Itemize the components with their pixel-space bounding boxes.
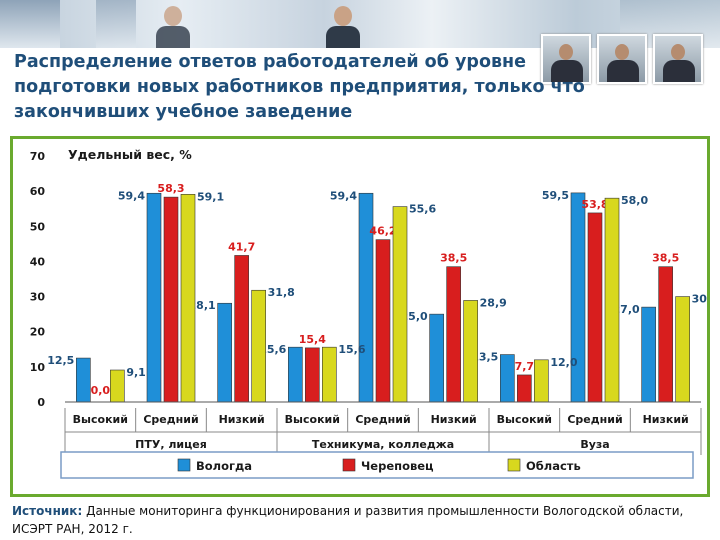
legend-label: Вологда [196, 459, 252, 473]
group-label: ПТУ, лицея [135, 438, 207, 451]
bar-2 [447, 267, 461, 402]
bar-1 [218, 303, 232, 402]
legend-swatch [178, 459, 190, 471]
legend-swatch [343, 459, 355, 471]
data-label: 55,6 [409, 203, 436, 216]
data-label: 28,9 [480, 296, 507, 309]
bar-3 [464, 300, 478, 402]
legend-label: Череповец [361, 459, 434, 473]
title-line: подготовки новых работников предприятия,… [14, 75, 634, 100]
bar-3 [110, 370, 124, 402]
bar-2 [376, 240, 390, 402]
y-tick-label: 50 [30, 220, 46, 233]
businesswoman-photo [320, 0, 366, 48]
data-label: 0,0 [91, 384, 111, 397]
x-tick-label: Средний [355, 413, 410, 426]
slide-title: Распределение ответов работодателей об у… [14, 50, 634, 125]
group-label: Вуза [580, 438, 609, 451]
data-label: 12,0 [550, 356, 577, 369]
data-label: 59,1 [197, 190, 224, 203]
data-label: 59,4 [118, 189, 145, 202]
source-text: Данные мониторинга функционирования и ра… [12, 504, 683, 536]
data-label: 15,4 [299, 333, 326, 346]
legend-swatch [508, 459, 520, 471]
data-label: 41,7 [228, 240, 255, 253]
data-label: 58,3 [157, 182, 184, 195]
bar-3 [322, 347, 336, 402]
y-tick-label: 10 [30, 361, 46, 374]
data-label: 38,5 [440, 252, 467, 265]
y-tick-label: 20 [30, 326, 46, 339]
legend-label: Область [526, 459, 581, 473]
data-label: 31,8 [268, 286, 295, 299]
data-label: 9,1 [126, 366, 146, 379]
data-label: 38,5 [652, 252, 679, 265]
bar-2 [235, 255, 249, 402]
bar-1 [571, 193, 585, 402]
x-tick-label: Низкий [431, 413, 477, 426]
data-label: 59,5 [542, 189, 569, 202]
y-tick-label: 60 [30, 185, 46, 198]
source-note: Источник: Данные мониторинга функциониро… [12, 502, 712, 538]
x-tick-label: Высокий [285, 413, 340, 426]
y-tick-label: 70 [30, 150, 46, 163]
bar-1 [500, 355, 514, 402]
bar-3 [534, 360, 548, 402]
bar-2 [588, 213, 602, 402]
title-line: закончивших учебное заведение [14, 100, 634, 125]
x-tick-label: Средний [567, 413, 622, 426]
bar-1 [430, 314, 444, 402]
data-label: 58,0 [621, 194, 648, 207]
y-tick-label: 40 [30, 255, 46, 268]
business-person-photo [150, 0, 196, 48]
bar-3 [393, 207, 407, 402]
businessman-photo [653, 34, 703, 84]
y-axis-title: Удельный вес, % [68, 147, 192, 162]
bar-1 [76, 358, 90, 402]
data-label: 15,6 [338, 343, 365, 356]
x-tick-label: Низкий [643, 413, 689, 426]
chart-frame: 0 10 20 30 40 50 60 70 Удельный вес, % 12,5 59,4 28… [10, 136, 710, 497]
bar-chart: 0 10 20 30 40 50 60 70 Удельный вес, % 12,5 59,4 28… [13, 139, 707, 494]
bar-3 [252, 290, 266, 402]
title-line: Распределение ответов работодателей об у… [14, 50, 634, 75]
bar-2 [517, 375, 531, 402]
x-tick-label: Высокий [73, 413, 128, 426]
y-tick-label: 0 [37, 396, 45, 409]
building-image [0, 0, 60, 48]
bar-2 [305, 348, 319, 402]
bar-2 [164, 197, 178, 402]
data-label: 12,5 [47, 354, 74, 367]
bar-3 [676, 297, 690, 402]
data-label: 53,8 [581, 198, 608, 211]
data-label: 46,2 [369, 225, 396, 238]
bar-1 [147, 193, 161, 402]
data-label: 59,4 [330, 189, 357, 202]
data-label: 7,7 [515, 360, 535, 373]
y-tick-label: 30 [30, 291, 46, 304]
bar-3 [181, 194, 195, 402]
group-label: Техникума, колледжа [312, 438, 454, 451]
building-image [96, 0, 136, 48]
x-tick-label: Средний [143, 413, 198, 426]
bar-1 [288, 347, 302, 402]
data-label: 30 [692, 293, 707, 306]
bar-2 [659, 267, 673, 402]
x-tick-label: Высокий [497, 413, 552, 426]
bar-1 [642, 307, 656, 402]
bar-3 [605, 198, 619, 402]
source-label: Источник: [12, 504, 82, 518]
x-tick-label: Низкий [219, 413, 265, 426]
